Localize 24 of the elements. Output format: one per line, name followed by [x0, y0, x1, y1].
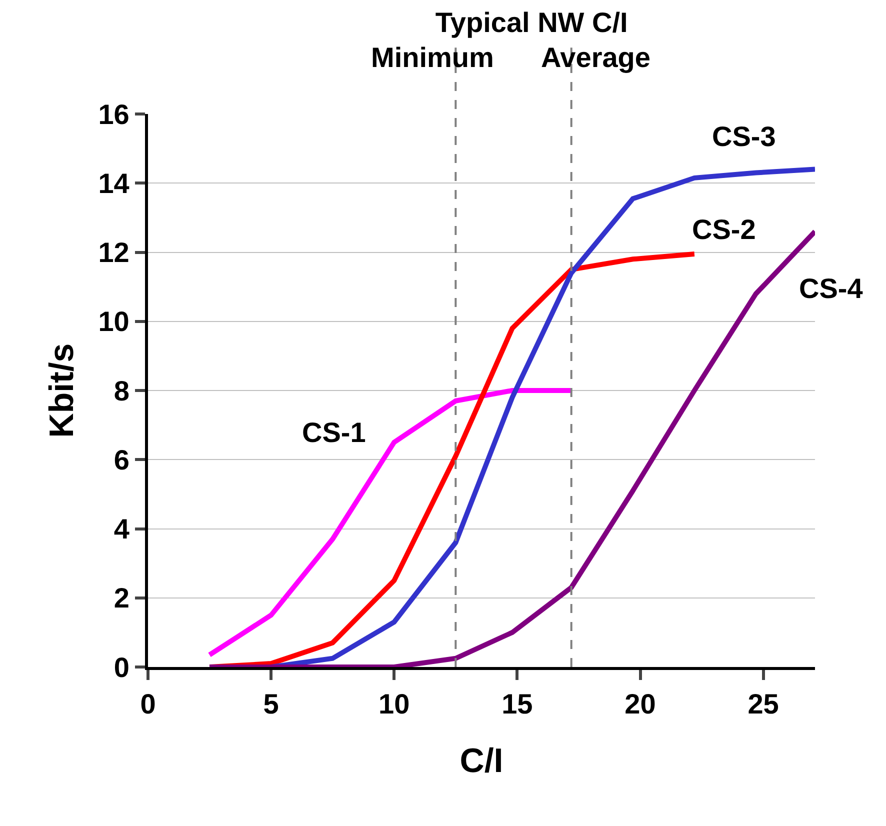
x-tick-label: 10	[378, 688, 410, 720]
ref-line-label: Minimum	[371, 42, 494, 73]
x-tick-label: 25	[748, 688, 779, 720]
series-label: CS-2	[692, 214, 756, 245]
y-tick-label: 10	[98, 306, 130, 338]
x-tick-label: 0	[140, 688, 156, 720]
x-tick-label: 20	[624, 688, 656, 720]
x-tick-label: 5	[263, 688, 279, 720]
y-axis-title: Kbit/s	[42, 343, 81, 438]
series-label: CS-3	[712, 121, 776, 152]
y-tick-label: 4	[114, 514, 130, 545]
ref-line-label: Average	[541, 42, 650, 73]
y-tick-label: 6	[114, 444, 130, 476]
x-axis-title: C/I	[460, 742, 504, 780]
x-tick-label: 15	[502, 688, 533, 720]
chart-title: Typical NW C/I	[435, 6, 628, 38]
series-label: CS-1	[302, 417, 366, 448]
y-tick-label: 16	[98, 98, 130, 130]
y-tick-label: 14	[98, 168, 130, 199]
y-tick-label: 2	[114, 582, 130, 614]
y-tick-label: 12	[98, 237, 130, 268]
y-tick-label: 8	[114, 375, 130, 406]
series-label: CS-4	[799, 273, 864, 304]
y-tick-label: 0	[114, 652, 130, 683]
